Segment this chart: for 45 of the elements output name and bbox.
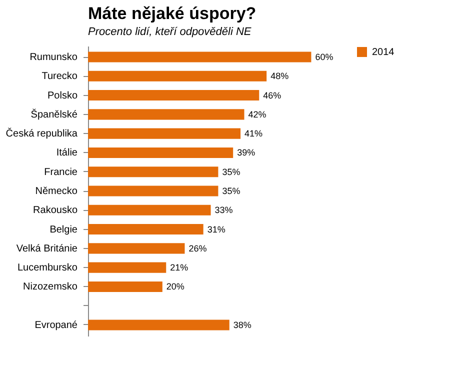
bar (88, 109, 244, 120)
chart-title: Máte nějaké úspory? (88, 4, 256, 23)
bar (88, 281, 162, 292)
data-label: 21% (170, 262, 188, 273)
data-label: 41% (244, 128, 263, 139)
bar (88, 147, 234, 158)
bar (88, 70, 267, 82)
y-tick-label: Itálie (56, 148, 78, 159)
legend-label: 2014 (372, 47, 395, 58)
data-label: 31% (207, 224, 226, 234)
data-label: 42% (248, 109, 266, 120)
bar (88, 186, 218, 196)
y-tick-label: Španělské (30, 108, 78, 120)
y-tick-label: Polsko (47, 90, 78, 102)
chart-subtitle: Procento lidí, kteří odpověděli NE (88, 26, 252, 38)
data-label: 46% (263, 90, 282, 100)
data-label: 35% (222, 186, 240, 196)
data-label: 48% (270, 71, 289, 82)
bar (88, 90, 260, 101)
y-tick-label: Česká republika (6, 128, 78, 140)
y-tick-label: Německo (35, 186, 78, 197)
bar (88, 320, 230, 330)
y-tick-label: Francie (44, 166, 78, 178)
data-label: 60% (315, 52, 334, 62)
y-tick-label: Rumunsko (30, 52, 78, 64)
data-label: 26% (188, 243, 207, 254)
bar (88, 204, 211, 216)
data-label: 38% (233, 320, 252, 330)
y-tick-label: Belgie (50, 224, 78, 236)
data-label: 39% (237, 148, 256, 158)
y-tick-label: Rakousko (33, 205, 78, 216)
bar (88, 166, 218, 178)
bar (88, 128, 241, 139)
y-tick-label: Velká Británie (16, 243, 78, 254)
bar (88, 243, 185, 254)
data-label: 33% (214, 205, 233, 216)
bar (88, 52, 312, 62)
y-tick-label: Nizozemsko (23, 282, 78, 293)
y-tick-label: Turecko (42, 71, 78, 82)
bar (88, 224, 204, 235)
bar (88, 262, 166, 273)
data-label: 20% (166, 282, 184, 292)
y-tick-label: Lucembursko (17, 262, 78, 274)
data-label: 35% (222, 166, 240, 177)
y-tick-label: Evropané (34, 320, 78, 331)
